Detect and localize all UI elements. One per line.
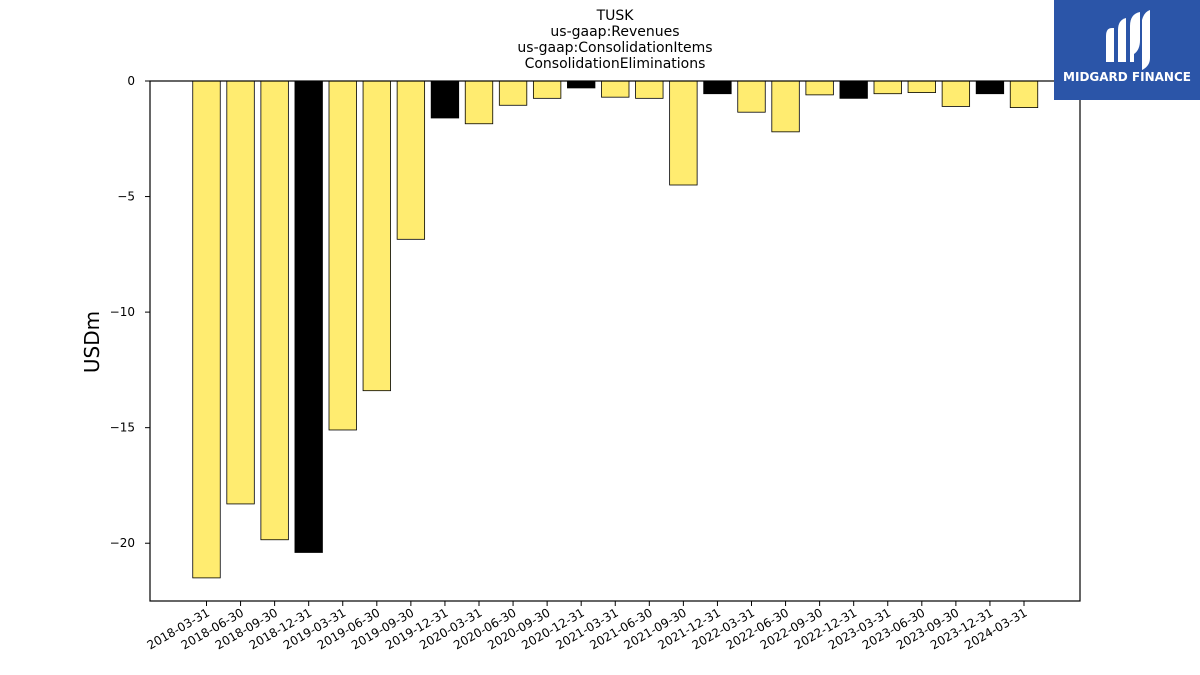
bar-series: [192, 80, 1039, 579]
plot-frame: [149, 80, 1081, 602]
logo-text: MIDGARD FINANCE: [1063, 70, 1191, 84]
bar-2021-09-30: [669, 80, 698, 186]
bar-2019-06-30: [362, 80, 391, 392]
bar-2024-03-31: [1009, 80, 1039, 108]
x-axis: 2018-03-312018-06-302018-09-302018-12-31…: [145, 601, 1030, 652]
bar-2018-06-30: [226, 80, 255, 505]
bar-2018-09-30: [260, 80, 289, 541]
chart-title: TUSK us-gaap:Revenues us-gaap:Consolidat…: [517, 8, 712, 72]
bar-2022-12-31: [839, 80, 868, 99]
y-axis-label: USDm: [80, 311, 104, 373]
chart-title-line-4: ConsolidationEliminations: [525, 56, 706, 72]
bar-2020-09-30: [532, 80, 562, 99]
bar-2023-12-31: [975, 80, 1005, 95]
logo-mark-icon: [1106, 10, 1150, 70]
bar-2020-12-31: [567, 80, 596, 89]
bar-2018-12-31: [294, 80, 323, 553]
bar-2020-03-31: [464, 80, 494, 125]
y-tick-label: −10: [110, 305, 135, 319]
bar-2019-12-31: [430, 80, 460, 119]
chart-title-line-1: TUSK: [596, 8, 635, 24]
bar-2021-03-31: [601, 80, 630, 98]
bar-2022-03-31: [737, 80, 766, 113]
bar-2019-03-31: [328, 80, 357, 431]
bar-2023-06-30: [907, 80, 936, 93]
y-axis: 0 −5 −10 −15 −20: [110, 74, 150, 550]
y-tick-label: 0: [127, 74, 135, 88]
bar-2022-06-30: [771, 80, 800, 133]
bar-2020-06-30: [498, 80, 528, 106]
logo-background: [1054, 0, 1200, 100]
chart-title-line-2: us-gaap:Revenues: [550, 24, 679, 40]
y-tick-label: −20: [110, 536, 135, 550]
y-tick-label: −5: [117, 190, 135, 204]
bar-2023-03-31: [873, 80, 902, 95]
bar-2022-09-30: [805, 80, 834, 96]
midgard-finance-logo: MIDGARD FINANCE: [1054, 0, 1200, 100]
bar-2019-09-30: [396, 80, 426, 240]
bar-2021-06-30: [635, 80, 664, 99]
chart-title-line-3: us-gaap:ConsolidationItems: [517, 40, 712, 56]
bar-2021-12-31: [703, 80, 732, 95]
bar-2023-09-30: [941, 80, 971, 107]
bar-2018-03-31: [192, 80, 221, 579]
y-tick-label: −15: [110, 421, 135, 435]
